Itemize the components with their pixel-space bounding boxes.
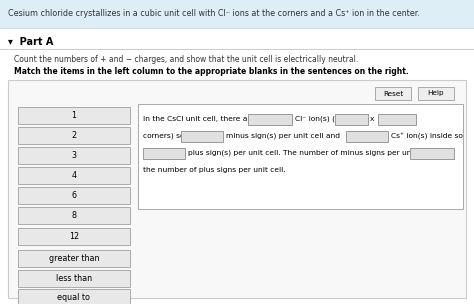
Text: 8: 8: [72, 211, 76, 220]
Text: x: x: [370, 116, 374, 122]
Text: minus sign(s) per unit cell and: minus sign(s) per unit cell and: [226, 133, 340, 139]
Text: the number of plus signs per unit cell.: the number of plus signs per unit cell.: [143, 167, 286, 173]
Bar: [375, 87, 411, 100]
Bar: [346, 130, 388, 141]
Text: Cs⁺ ion(s) inside so: Cs⁺ ion(s) inside so: [391, 132, 463, 140]
Text: less than: less than: [56, 274, 92, 283]
Bar: [0, 0, 474, 28]
Bar: [181, 130, 223, 141]
Text: 12: 12: [69, 232, 79, 241]
Text: ▾  Part A: ▾ Part A: [8, 37, 54, 47]
Bar: [335, 113, 368, 125]
Bar: [138, 104, 463, 209]
Bar: [18, 207, 130, 224]
Bar: [0, 49, 474, 50]
Bar: [0, 28, 474, 29]
Bar: [410, 147, 454, 158]
Bar: [18, 289, 130, 304]
Bar: [8, 80, 466, 298]
Bar: [18, 228, 130, 245]
Bar: [18, 147, 130, 164]
Text: corners) so: corners) so: [143, 133, 184, 139]
Text: Count the numbers of + and − charges, and show that the unit cell is electricall: Count the numbers of + and − charges, an…: [14, 56, 358, 64]
Text: Cesium chloride crystallizes in a cubic unit cell with Cl⁻ ions at the corners a: Cesium chloride crystallizes in a cubic …: [8, 9, 420, 19]
Bar: [18, 187, 130, 204]
Text: equal to: equal to: [57, 293, 91, 302]
Bar: [18, 270, 130, 287]
Text: 4: 4: [72, 171, 76, 180]
Bar: [248, 113, 292, 125]
Text: Help: Help: [428, 91, 444, 96]
Bar: [18, 127, 130, 144]
Text: 2: 2: [72, 131, 77, 140]
Text: 6: 6: [72, 191, 76, 200]
Text: Reset: Reset: [383, 91, 403, 96]
Text: 3: 3: [72, 151, 76, 160]
Bar: [18, 250, 130, 267]
Bar: [418, 87, 454, 100]
Bar: [378, 113, 416, 125]
Bar: [18, 107, 130, 124]
Text: In the CsCl unit cell, there are: In the CsCl unit cell, there are: [143, 116, 255, 122]
Text: greater than: greater than: [49, 254, 99, 263]
Text: 1: 1: [72, 111, 76, 120]
Text: Cl⁻ ion(s) (1/: Cl⁻ ion(s) (1/: [295, 116, 342, 122]
Text: plus sign(s) per unit cell. The number of minus signs per unit cell is: plus sign(s) per unit cell. The number o…: [188, 150, 440, 156]
Bar: [143, 147, 185, 158]
Text: Match the items in the left column to the appropriate blanks in the sentences on: Match the items in the left column to th…: [14, 67, 409, 77]
Bar: [18, 167, 130, 184]
